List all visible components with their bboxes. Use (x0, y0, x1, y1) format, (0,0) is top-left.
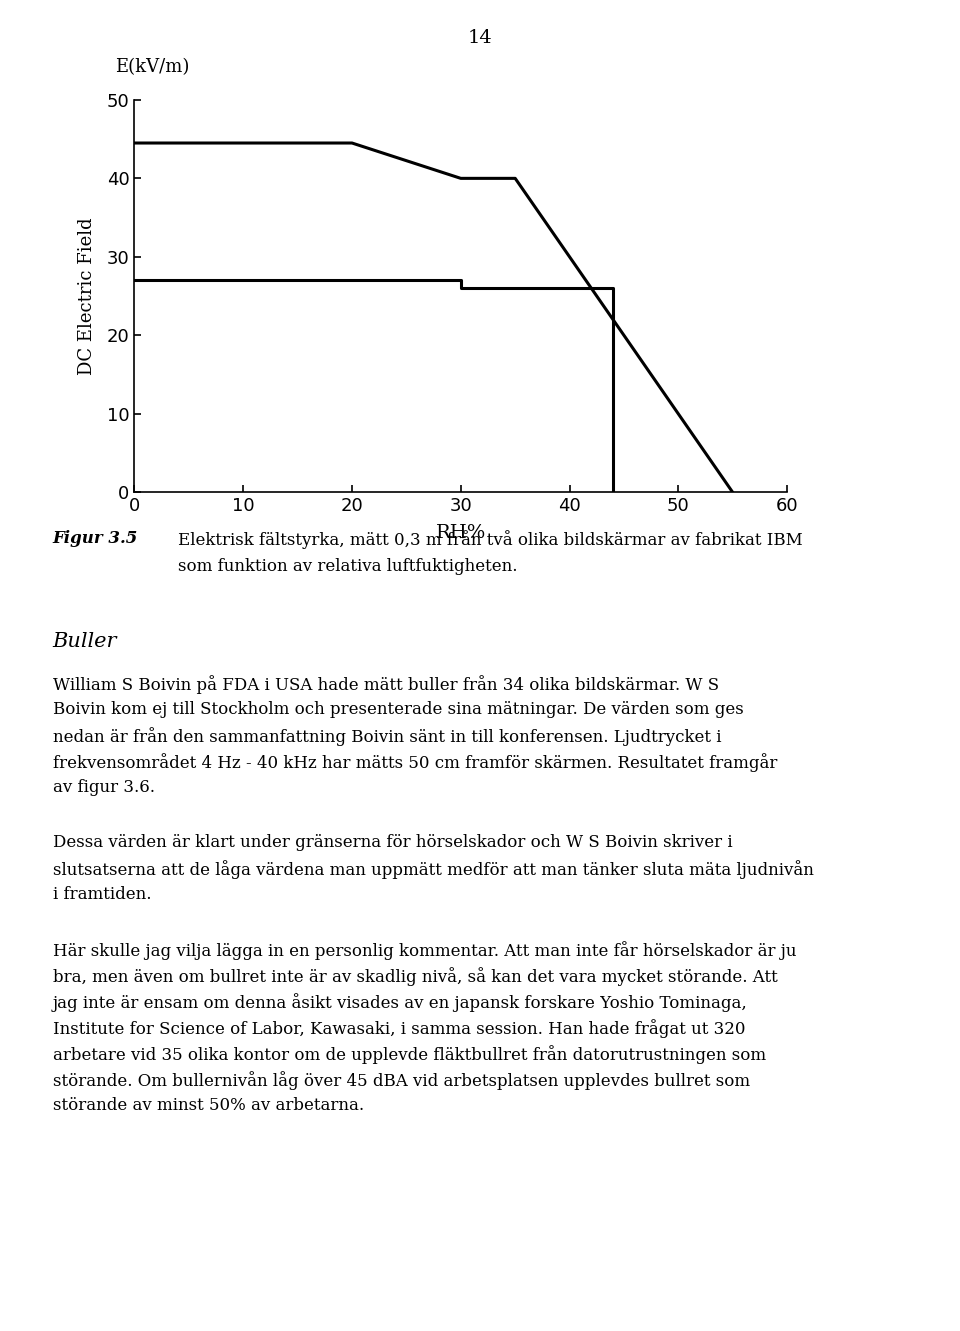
Text: slutsatserna att de låga värdena man uppmätt medför att man tänker sluta mäta lj: slutsatserna att de låga värdena man upp… (53, 860, 814, 878)
Text: Boivin kom ej till Stockholm och presenterade sina mätningar. De värden som ges: Boivin kom ej till Stockholm och present… (53, 701, 744, 717)
Text: av figur 3.6.: av figur 3.6. (53, 779, 155, 796)
Text: Figur 3.5: Figur 3.5 (53, 530, 138, 547)
Text: Här skulle jag vilja lägga in en personlig kommentar. Att man inte får hörselska: Här skulle jag vilja lägga in en personl… (53, 941, 796, 960)
Text: i framtiden.: i framtiden. (53, 886, 152, 902)
Text: 14: 14 (468, 29, 492, 48)
Text: Institute for Science of Labor, Kawasaki, i samma session. Han hade frågat ut 32: Institute for Science of Labor, Kawasaki… (53, 1020, 745, 1038)
Text: William S Boivin på FDA i USA hade mätt buller från 34 olika bildskärmar. W S: William S Boivin på FDA i USA hade mätt … (53, 675, 719, 693)
Text: E(kV/m): E(kV/m) (115, 57, 189, 76)
Text: Buller: Buller (53, 632, 117, 651)
Text: Elektrisk fältstyrka, mätt 0,3 m från två olika bildskärmar av fabrikat IBM: Elektrisk fältstyrka, mätt 0,3 m från tv… (178, 530, 803, 548)
X-axis label: RH%: RH% (436, 523, 486, 542)
Text: arbetare vid 35 olika kontor om de upplevde fläktbullret från datorutrustningen : arbetare vid 35 olika kontor om de upple… (53, 1045, 766, 1063)
Text: bra, men även om bullret inte är av skadlig nivå, så kan det vara mycket störand: bra, men även om bullret inte är av skad… (53, 968, 778, 986)
Text: som funktion av relativa luftfuktigheten.: som funktion av relativa luftfuktigheten… (178, 558, 517, 575)
Text: störande av minst 50% av arbetarna.: störande av minst 50% av arbetarna. (53, 1097, 364, 1114)
Text: Dessa värden är klart under gränserna för hörselskador och W S Boivin skriver i: Dessa värden är klart under gränserna fö… (53, 833, 732, 851)
Y-axis label: DC Electric Field: DC Electric Field (78, 217, 96, 375)
Text: nedan är från den sammanfattning Boivin sänt in till konferensen. Ljudtrycket i: nedan är från den sammanfattning Boivin … (53, 727, 721, 745)
Text: frekvensområdet 4 Hz - 40 kHz har mätts 50 cm framför skärmen. Resultatet framgå: frekvensområdet 4 Hz - 40 kHz har mätts … (53, 753, 778, 772)
Text: jag inte är ensam om denna åsikt visades av en japansk forskare Yoshio Tominaga,: jag inte är ensam om denna åsikt visades… (53, 993, 748, 1012)
Text: störande. Om bullernivån låg över 45 dBA vid arbetsplatsen upplevdes bullret som: störande. Om bullernivån låg över 45 dBA… (53, 1071, 750, 1090)
